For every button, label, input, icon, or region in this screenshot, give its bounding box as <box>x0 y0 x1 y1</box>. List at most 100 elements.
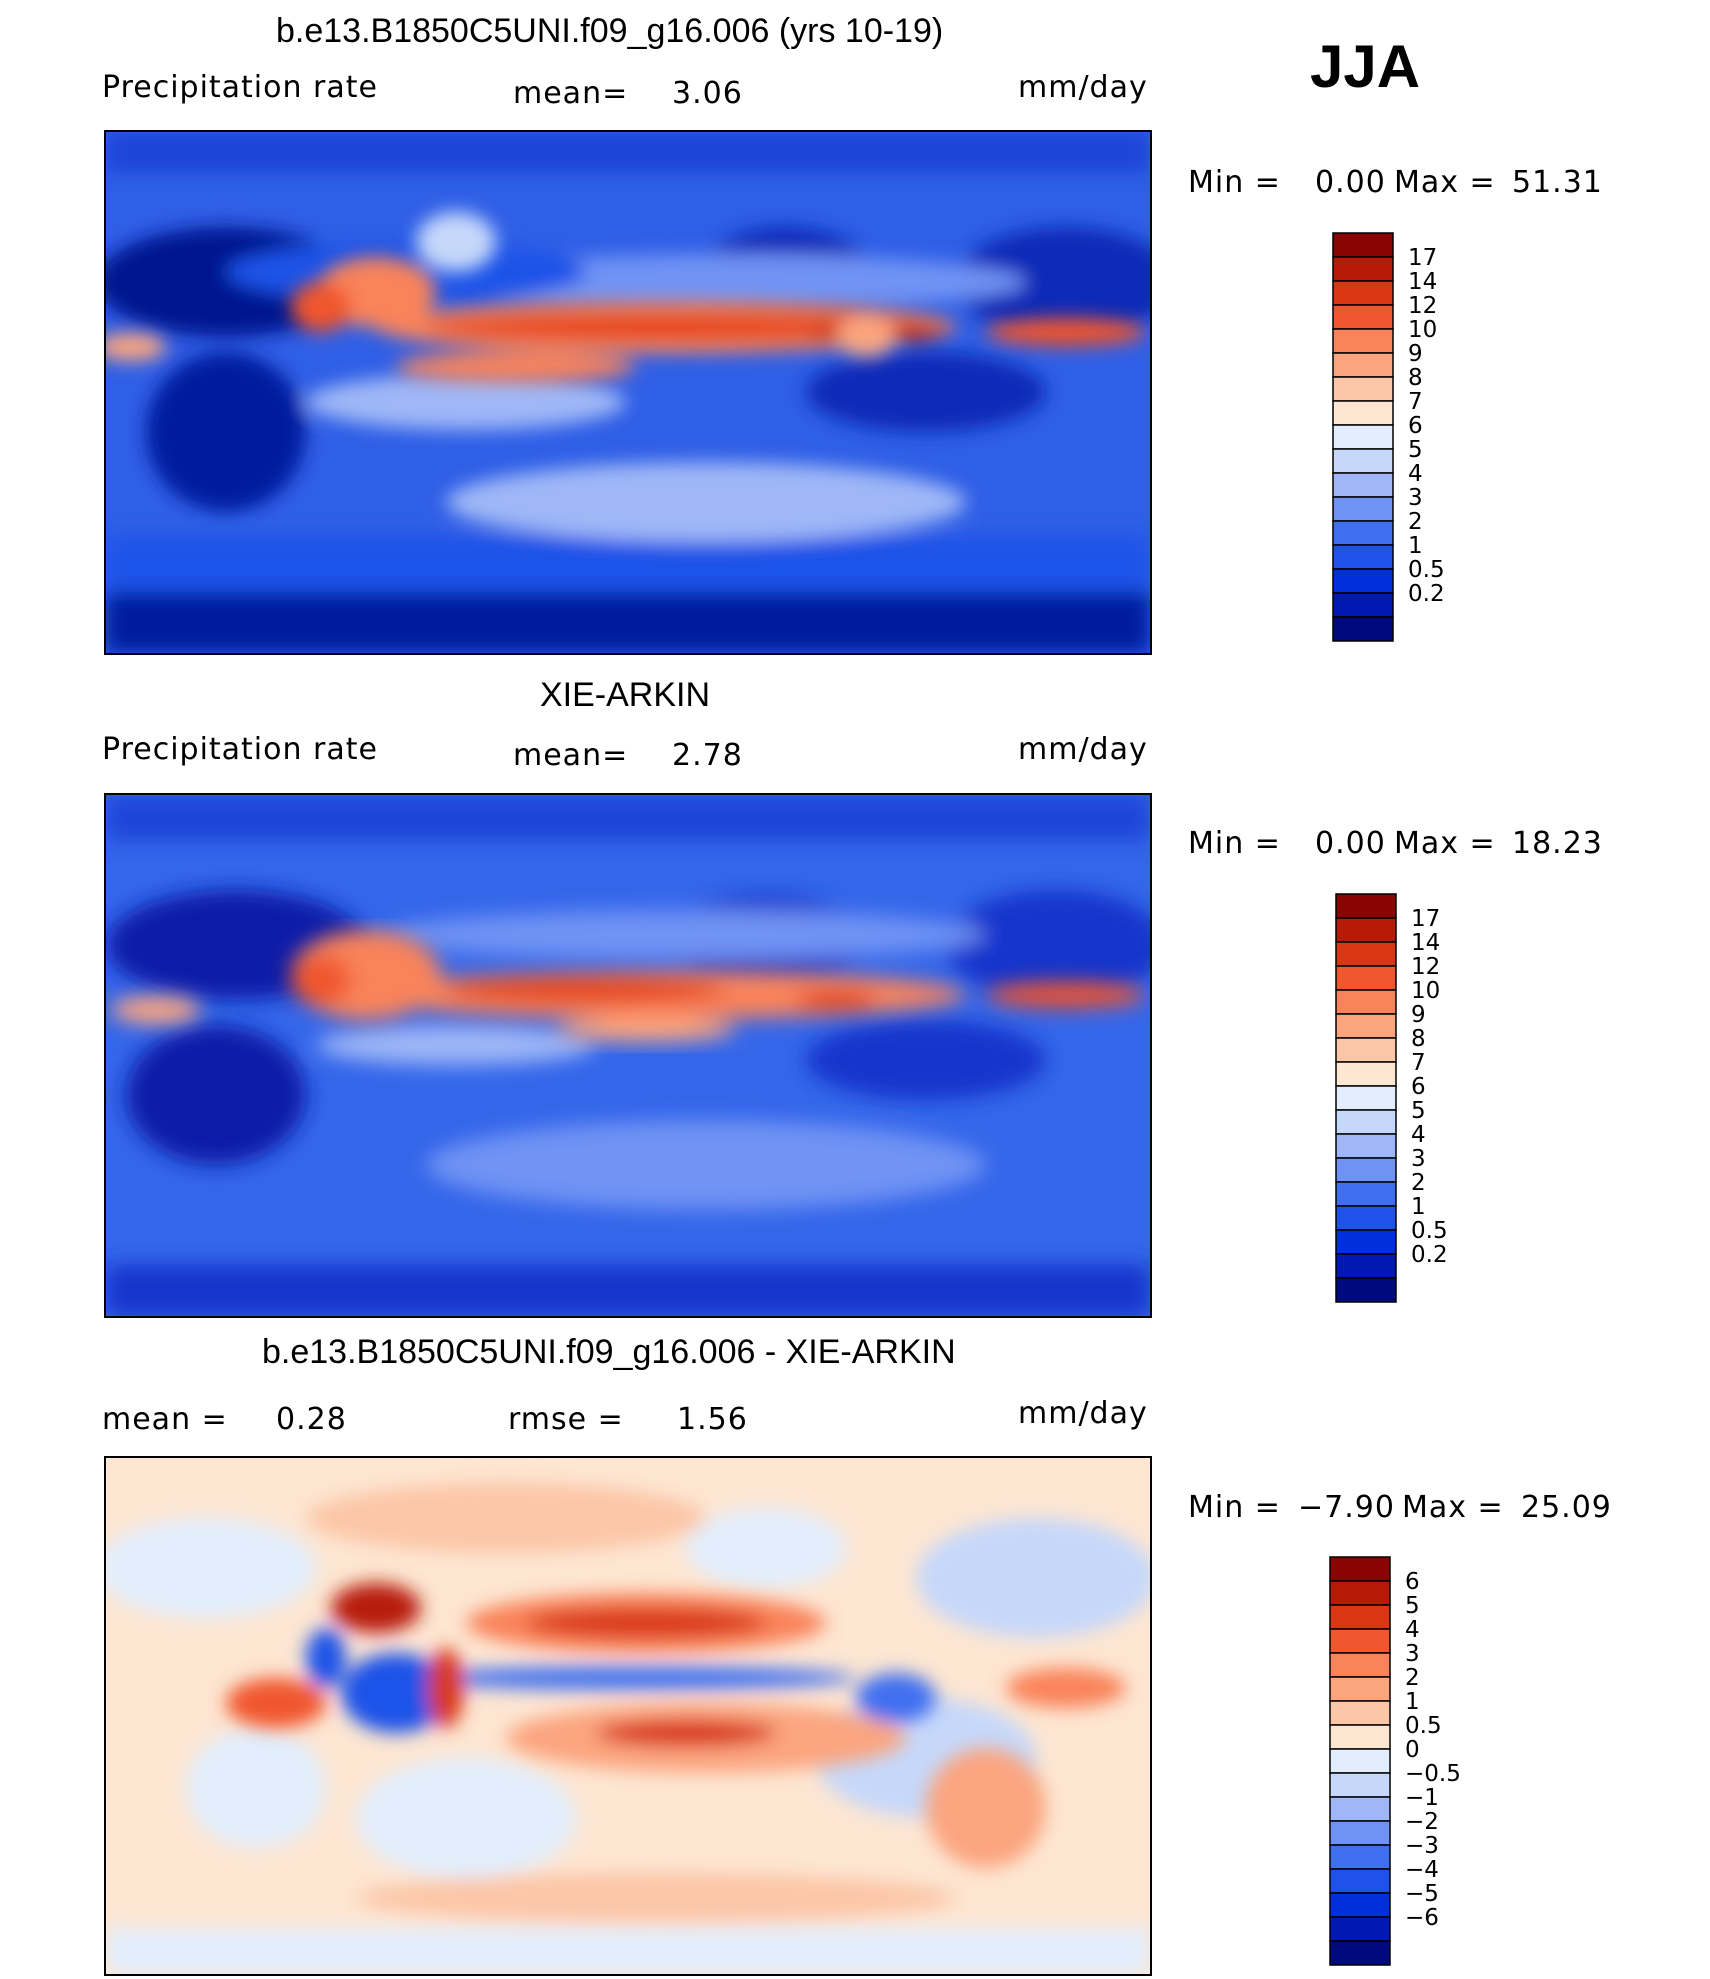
panel1-max-label: Max = <box>1394 165 1496 200</box>
panel3-colorbar-box <box>1329 1892 1391 1918</box>
panel3-colorbar-tick-label: 1 <box>1405 1689 1420 1715</box>
panel2-colorbar-box <box>1335 1181 1397 1207</box>
panel2-variable-label: Precipitation rate <box>102 732 378 767</box>
panel1-colorbar-tick-label: 12 <box>1408 293 1437 319</box>
panel1-colorbar-tick-label: 4 <box>1408 461 1423 487</box>
panel1-colorbar-box <box>1332 328 1394 354</box>
panel1-min-value: 0.00 <box>1315 165 1386 200</box>
panel2-colorbar-tick-label: 4 <box>1411 1122 1426 1148</box>
panel2-colorbar-box <box>1335 1205 1397 1231</box>
panel3-colorbar-box <box>1329 1796 1391 1822</box>
panel3-title: b.e13.B1850C5UNI.f09_g16.006 - XIE-ARKIN <box>262 1333 956 1371</box>
panel3-max-value: 25.09 <box>1521 1490 1612 1525</box>
panel2-colorbar-tick-label: 6 <box>1411 1074 1426 1100</box>
panel3-colorbar-tick-label: −2 <box>1405 1809 1439 1835</box>
panel2-min-value: 0.00 <box>1315 826 1386 861</box>
panel3-colorbar-box <box>1329 1772 1391 1798</box>
panel2-mean-label: mean= <box>513 738 629 773</box>
season-label: JJA <box>1310 33 1421 100</box>
panel3-colorbar-box <box>1329 1676 1391 1702</box>
panel2-colorbar-box <box>1335 917 1397 943</box>
panel2-mean-value: 2.78 <box>672 738 743 773</box>
panel2-colorbar-box <box>1335 1133 1397 1159</box>
panel3-colorbar-tick-label: −5 <box>1405 1881 1439 1907</box>
panel2-colorbar: 17 14 12 10 9 8 7 6 5 4 3 2 1 0.5 0.2 <box>1335 893 1485 1305</box>
panel3-colorbar-tick-label: −6 <box>1405 1905 1439 1931</box>
panel2-colorbar-box <box>1335 1013 1397 1039</box>
panel1-colorbar-tick-label: 1 <box>1408 533 1423 559</box>
panel1-colorbar-tick-label: 14 <box>1408 269 1437 295</box>
panel2-colorbar-tick-label: 0.5 <box>1411 1218 1448 1244</box>
panel2-colorbar-tick-label: 9 <box>1411 1002 1426 1028</box>
panel3-colorbar-box <box>1329 1748 1391 1774</box>
panel2-units: mm/day <box>1018 732 1148 767</box>
panel2-colorbar-tick-label: 14 <box>1411 930 1440 956</box>
panel1-map <box>104 130 1152 655</box>
panel3-colorbar-tick-label: −3 <box>1405 1833 1439 1859</box>
panel1-colorbar-box <box>1332 616 1394 642</box>
panel3-colorbar-box <box>1329 1868 1391 1894</box>
panel3-colorbar-box <box>1329 1916 1391 1942</box>
panel1-units: mm/day <box>1018 70 1148 105</box>
panel1-colorbar-tick-label: 2 <box>1408 509 1423 535</box>
panel3-mean-value: 0.28 <box>276 1402 347 1437</box>
panel1-colorbar-box <box>1332 496 1394 522</box>
panel3-rmse-label: rmse = <box>508 1402 624 1437</box>
panel1-colorbar-tick-label: 9 <box>1408 341 1423 367</box>
panel2-max-label: Max = <box>1394 826 1496 861</box>
panel2-colorbar-tick-label: 0.2 <box>1411 1242 1448 1268</box>
panel3-colorbar-tick-label: 0 <box>1405 1737 1420 1763</box>
panel3-min-value: −7.90 <box>1298 1490 1395 1525</box>
panel3-map <box>104 1456 1152 1976</box>
panel1-colorbar: 17 14 12 10 9 8 7 6 5 4 3 2 1 0.5 0.2 <box>1332 232 1482 644</box>
panel1-colorbar-tick-label: 0.2 <box>1408 581 1445 607</box>
panel3-colorbar-box <box>1329 1604 1391 1630</box>
panel3-colorbar-tick-label: 0.5 <box>1405 1713 1442 1739</box>
panel2-colorbar-tick-label: 10 <box>1411 978 1440 1004</box>
panel1-colorbar-tick-label: 0.5 <box>1408 557 1445 583</box>
panel3-colorbar: 6 5 4 3 2 1 0.5 0 −0.5 −1 −2 −3 −4 −5 −6 <box>1329 1556 1479 1968</box>
panel1-colorbar-box <box>1332 520 1394 546</box>
panel3-colorbar-box <box>1329 1628 1391 1654</box>
panel2-colorbar-tick-label: 2 <box>1411 1170 1426 1196</box>
panel3-colorbar-box <box>1329 1820 1391 1846</box>
panel3-colorbar-tick-label: 6 <box>1405 1569 1420 1595</box>
panel3-colorbar-box <box>1329 1556 1391 1582</box>
panel3-min-label: Min = <box>1188 1490 1281 1525</box>
panel3-rmse-value: 1.56 <box>677 1402 748 1437</box>
panel3-colorbar-tick-label: −1 <box>1405 1785 1439 1811</box>
panel3-max-label: Max = <box>1402 1490 1504 1525</box>
panel2-colorbar-box <box>1335 893 1397 919</box>
panel1-mean-label: mean= <box>513 76 629 111</box>
panel2-min-label: Min = <box>1188 826 1281 861</box>
panel2-colorbar-tick-label: 5 <box>1411 1098 1426 1124</box>
panel3-colorbar-box <box>1329 1724 1391 1750</box>
panel3-colorbar-tick-label: −0.5 <box>1405 1761 1461 1787</box>
panel2-colorbar-box <box>1335 1277 1397 1303</box>
panel1-map-svg <box>106 132 1150 653</box>
panel2-colorbar-box <box>1335 1061 1397 1087</box>
panel3-colorbar-tick-label: 3 <box>1405 1641 1420 1667</box>
panel1-colorbar-tick-label: 10 <box>1408 317 1437 343</box>
panel1-colorbar-tick-label: 6 <box>1408 413 1423 439</box>
panel1-mean-value: 3.06 <box>672 76 743 111</box>
panel2-colorbar-box <box>1335 941 1397 967</box>
panel1-colorbar-tick-label: 7 <box>1408 389 1423 415</box>
panel3-mean-label: mean = <box>102 1402 228 1437</box>
panel1-colorbar-box <box>1332 400 1394 426</box>
panel1-min-label: Min = <box>1188 165 1281 200</box>
panel1-colorbar-box <box>1332 352 1394 378</box>
panel1-colorbar-box <box>1332 424 1394 450</box>
panel1-colorbar-box <box>1332 304 1394 330</box>
panel1-colorbar-tick-label: 17 <box>1408 245 1437 271</box>
panel1-colorbar-box <box>1332 280 1394 306</box>
panel1-colorbar-box <box>1332 376 1394 402</box>
panel2-colorbar-box <box>1335 1229 1397 1255</box>
panel1-colorbar-box <box>1332 544 1394 570</box>
panel1-colorbar-tick-label: 5 <box>1408 437 1423 463</box>
panel3-colorbar-box <box>1329 1844 1391 1870</box>
panel3-units: mm/day <box>1018 1396 1148 1431</box>
panel3-map-svg <box>106 1458 1150 1974</box>
